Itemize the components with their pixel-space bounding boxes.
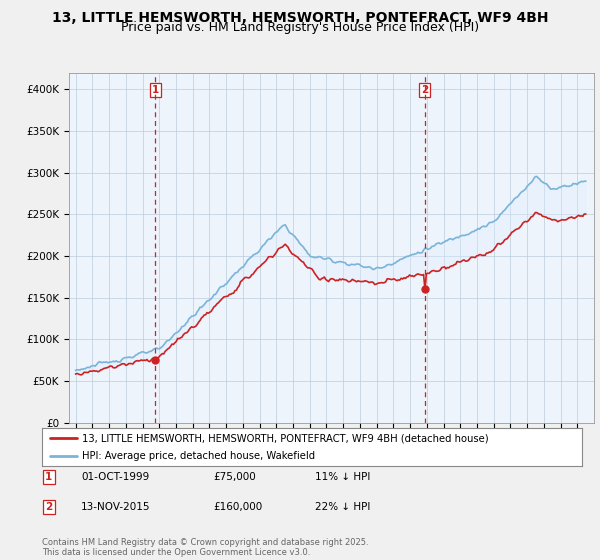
Text: 1: 1 <box>151 85 159 95</box>
Text: 22% ↓ HPI: 22% ↓ HPI <box>315 502 370 512</box>
Text: HPI: Average price, detached house, Wakefield: HPI: Average price, detached house, Wake… <box>83 451 316 461</box>
Text: 13, LITTLE HEMSWORTH, HEMSWORTH, PONTEFRACT, WF9 4BH (detached house): 13, LITTLE HEMSWORTH, HEMSWORTH, PONTEFR… <box>83 433 489 443</box>
Text: 11% ↓ HPI: 11% ↓ HPI <box>315 472 370 482</box>
Text: 13-NOV-2015: 13-NOV-2015 <box>81 502 151 512</box>
Text: 2: 2 <box>45 502 52 512</box>
Text: £160,000: £160,000 <box>213 502 262 512</box>
Text: 01-OCT-1999: 01-OCT-1999 <box>81 472 149 482</box>
Text: Price paid vs. HM Land Registry's House Price Index (HPI): Price paid vs. HM Land Registry's House … <box>121 21 479 34</box>
Text: Contains HM Land Registry data © Crown copyright and database right 2025.
This d: Contains HM Land Registry data © Crown c… <box>42 538 368 557</box>
Text: 2: 2 <box>421 85 428 95</box>
Text: 13, LITTLE HEMSWORTH, HEMSWORTH, PONTEFRACT, WF9 4BH: 13, LITTLE HEMSWORTH, HEMSWORTH, PONTEFR… <box>52 11 548 25</box>
Text: £75,000: £75,000 <box>213 472 256 482</box>
Text: 1: 1 <box>45 472 52 482</box>
